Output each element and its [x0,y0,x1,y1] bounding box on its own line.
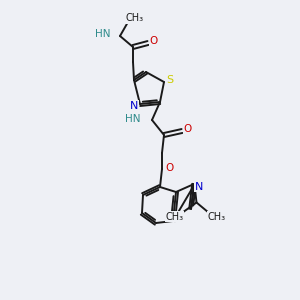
Text: CH₃: CH₃ [207,212,226,221]
Text: HN: HN [94,29,110,39]
Text: S: S [167,75,174,85]
Text: O: O [150,36,158,46]
Text: CH₃: CH₃ [126,13,144,23]
Text: HN: HN [124,114,140,124]
Text: O: O [165,163,173,173]
Text: CH₃: CH₃ [165,212,184,221]
Text: N: N [130,101,138,111]
Text: O: O [184,124,192,134]
Text: N: N [195,182,204,191]
